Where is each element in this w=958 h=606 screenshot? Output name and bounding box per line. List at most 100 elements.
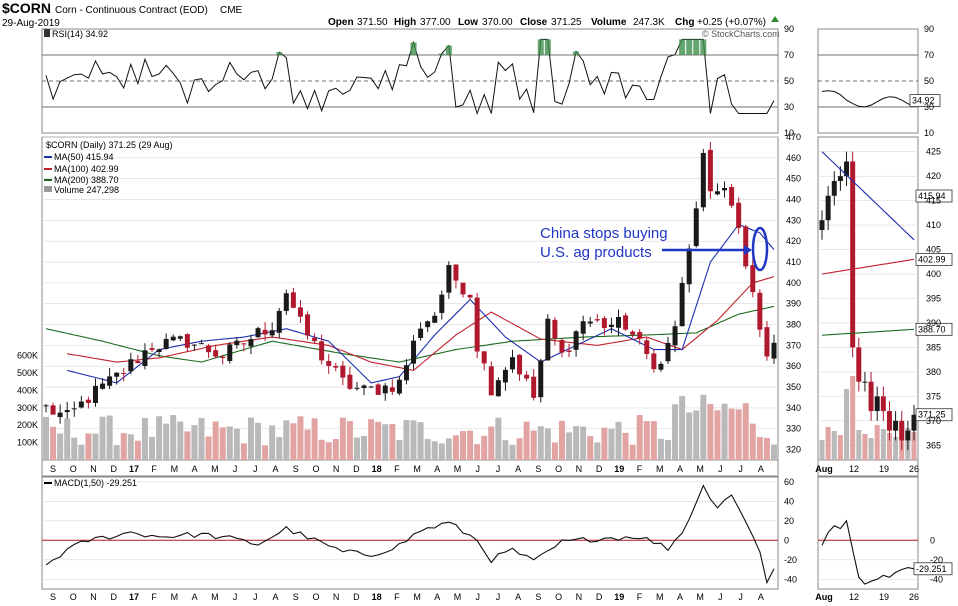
candle-body [100,383,106,389]
zoom-rsi-tag-label: 34.92 [912,96,935,106]
volume-bar [410,420,417,460]
price-ytick-350: 350 [786,382,801,392]
volume-bar [580,426,587,460]
zoom-candle-body [911,414,917,431]
zoom-ma50-line [821,151,915,241]
volume-bar [262,445,269,460]
candle-body [425,321,431,328]
zoom-price-tag [915,252,953,266]
macd-xlabel-S: S [535,592,541,602]
zoom-xlabel-26: 26 [909,464,919,474]
volume-bar [403,420,410,460]
zoom-candle-body [899,420,905,441]
xlabel-N: N [333,464,340,474]
volume-bar [763,437,770,460]
macd-xlabel-D: D [110,592,117,602]
chart-header: $CORN Corn - Continuous Contract (EOD) C… [2,0,780,39]
zoom-price-tag-label: 388.70 [918,324,946,334]
candle-body [248,339,254,347]
macd-xlabel-D: D [353,592,360,602]
xlabel-J: J [233,464,238,474]
volume-ytick-200K: 200K [17,420,38,430]
candle-body [446,265,452,293]
legend-ma200-label: MA(200) 388.70 [54,175,119,185]
volume-bar [643,421,650,460]
volume-bar [389,424,396,460]
candle-body [121,373,127,375]
volume-bar [297,416,304,460]
xlabel-A: A [758,464,764,474]
chg-label: Chg [675,17,694,28]
watermark: © StockCharts.com [702,29,780,39]
xlabel-19: 19 [614,464,624,474]
rsi-ytick-90: 90 [784,24,794,34]
rsi-overbought-fill [438,53,445,55]
macd-line [45,484,775,585]
volume-bar [502,440,509,460]
xlabel-M: M [413,464,421,474]
volume-bar [191,425,198,460]
volume-bar [657,438,664,460]
macd-legend: MACD(1,50) -29.251 [44,478,137,488]
candle-body [637,332,643,339]
zoom-macd-xlabel-Aug: Aug [815,592,833,602]
candle-body [206,345,212,353]
candle-body [213,350,219,357]
xlabel-J: J [496,464,501,474]
zoom-macd-ytick--40: -40 [930,574,943,584]
candle-body [580,321,586,334]
zoom-candle-body [893,420,899,431]
volume-bar [382,424,389,460]
volume-bar [99,416,106,460]
frame-price [41,136,779,461]
xlabel-O: O [70,464,77,474]
volume-bar [375,421,382,460]
volume-bar [693,410,700,460]
zoom-volume-bar [893,437,899,460]
candle-body [630,331,636,335]
zoom-ytick-420: 420 [926,171,941,181]
volume-bar [283,420,290,460]
volume-bar [361,435,368,460]
candle-body [531,376,537,398]
volume-bar [170,415,177,460]
xlabel-A: A [434,464,440,474]
candle-body [375,384,381,395]
candle-body [623,315,629,330]
price-ytick-360: 360 [786,361,801,371]
zoom-ytick-375: 375 [926,391,941,401]
macd-xlabel-17: 17 [129,592,139,602]
frame-xaxis-main [41,459,779,477]
candle-body [729,187,735,206]
volume-bar [445,438,452,460]
zoom-rsi-ytick-10: 10 [924,128,934,138]
volume-bar [495,417,502,460]
xlabel-M: M [656,464,664,474]
price-ytick-400: 400 [786,278,801,288]
candle-body [71,408,77,410]
xlabel-A: A [192,464,198,474]
macd-xlabel-18: 18 [372,592,382,602]
volume-bar [346,421,353,460]
xlabel-D: D [596,464,603,474]
volume-label: Volume [591,17,627,28]
zoom-macd-xlabel-26: 26 [909,592,919,602]
rsi-overbought-fill [693,39,700,55]
rsi-panel [42,38,918,116]
zoom-volume-bar [880,429,886,460]
candle-body [340,365,346,378]
xlabel-D: D [353,464,360,474]
candle-body [509,357,515,370]
volume-ytick-600K: 600K [17,351,38,361]
volume-bar [735,409,742,460]
zoom-ytick-380: 380 [926,367,941,377]
volume-bar [127,434,134,460]
volume-bar [149,436,156,460]
candle-body [672,326,678,346]
close-label: Close [520,17,548,28]
zoom-candle-body [874,396,880,412]
xlabel-J: J [718,464,723,474]
macd-xlabel-O: O [312,592,319,602]
candle-body [517,354,523,375]
candle-body [651,353,657,370]
